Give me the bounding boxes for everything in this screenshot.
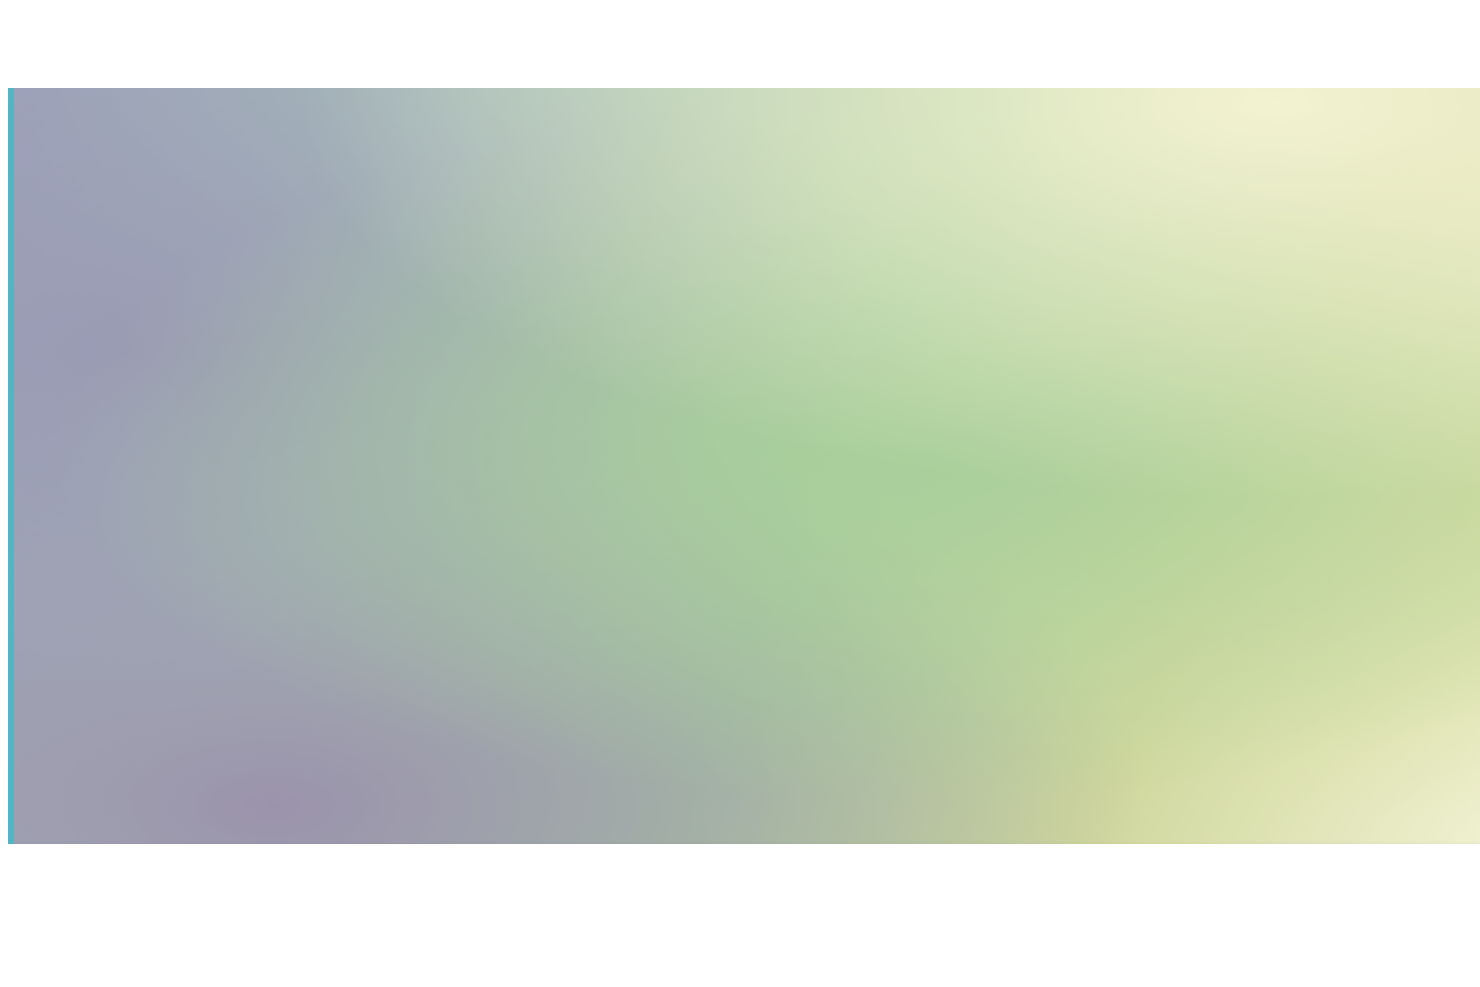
dashboard-app: People Analytics Group Date Monthly - De… — [8, 88, 1480, 844]
left-rail — [8, 88, 14, 844]
